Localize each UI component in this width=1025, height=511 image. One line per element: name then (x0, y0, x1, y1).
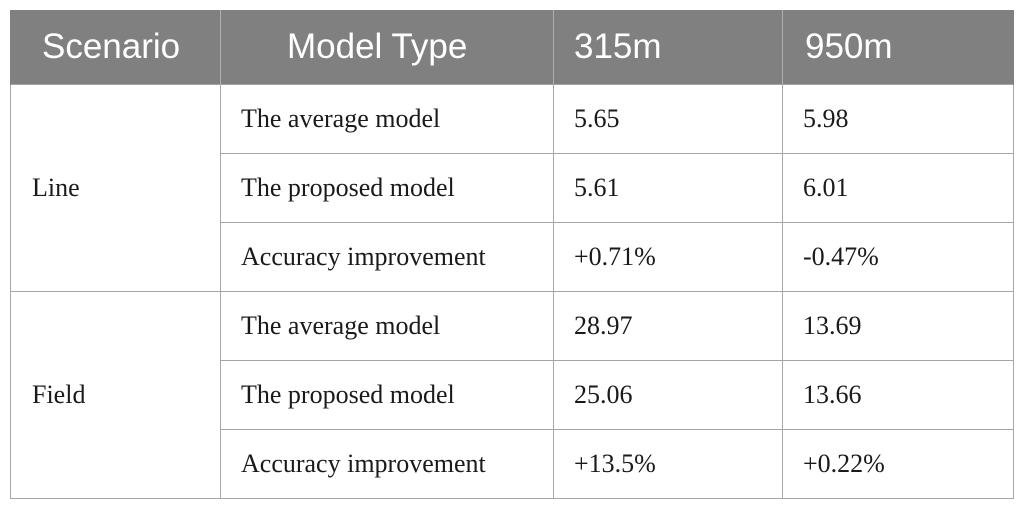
table-row: The proposed model 5.61 6.01 (11, 153, 1014, 223)
results-table-container: Scenario Model Type 315m 950m Line The a… (10, 10, 1014, 499)
scenario-cell-field: Field (10, 291, 221, 499)
table-header: Scenario Model Type 315m 950m (10, 10, 1014, 85)
value-315m-cell: +0.71% (553, 222, 783, 292)
model-type-cell: The proposed model (220, 153, 554, 223)
value-950m-cell: 5.98 (782, 84, 1014, 154)
header-scenario: Scenario (10, 10, 221, 85)
value-950m-cell: 13.66 (782, 360, 1014, 430)
model-type-cell: Accuracy improvement (220, 429, 554, 499)
header-model-type: Model Type (220, 10, 554, 85)
header-950m: 950m (782, 10, 1014, 85)
model-type-cell: The proposed model (220, 360, 554, 430)
value-950m-cell: -0.47% (782, 222, 1014, 292)
value-315m-cell: 25.06 (553, 360, 783, 430)
value-315m-cell: 5.65 (553, 84, 783, 154)
scenario-cell-line: Line (10, 84, 221, 292)
model-type-cell: The average model (220, 291, 554, 361)
table-body: Line The average model 5.65 5.98 The pro… (10, 84, 1014, 499)
value-950m-cell: 13.69 (782, 291, 1014, 361)
header-315m: 315m (553, 10, 783, 85)
model-type-cell: The average model (220, 84, 554, 154)
value-315m-cell: +13.5% (553, 429, 783, 499)
value-950m-cell: +0.22% (782, 429, 1014, 499)
table-row: Accuracy improvement +13.5% +0.22% (11, 429, 1014, 499)
model-type-cell: Accuracy improvement (220, 222, 554, 292)
results-table: Scenario Model Type 315m 950m Line The a… (10, 10, 1014, 499)
table-row: Field The average model 28.97 13.69 (10, 291, 1014, 499)
value-950m-cell: 6.01 (782, 153, 1014, 223)
table-row: Line The average model 5.65 5.98 (10, 84, 1014, 292)
value-315m-cell: 5.61 (553, 153, 783, 223)
value-315m-cell: 28.97 (553, 291, 783, 361)
header-row: Scenario Model Type 315m 950m (10, 10, 1014, 85)
